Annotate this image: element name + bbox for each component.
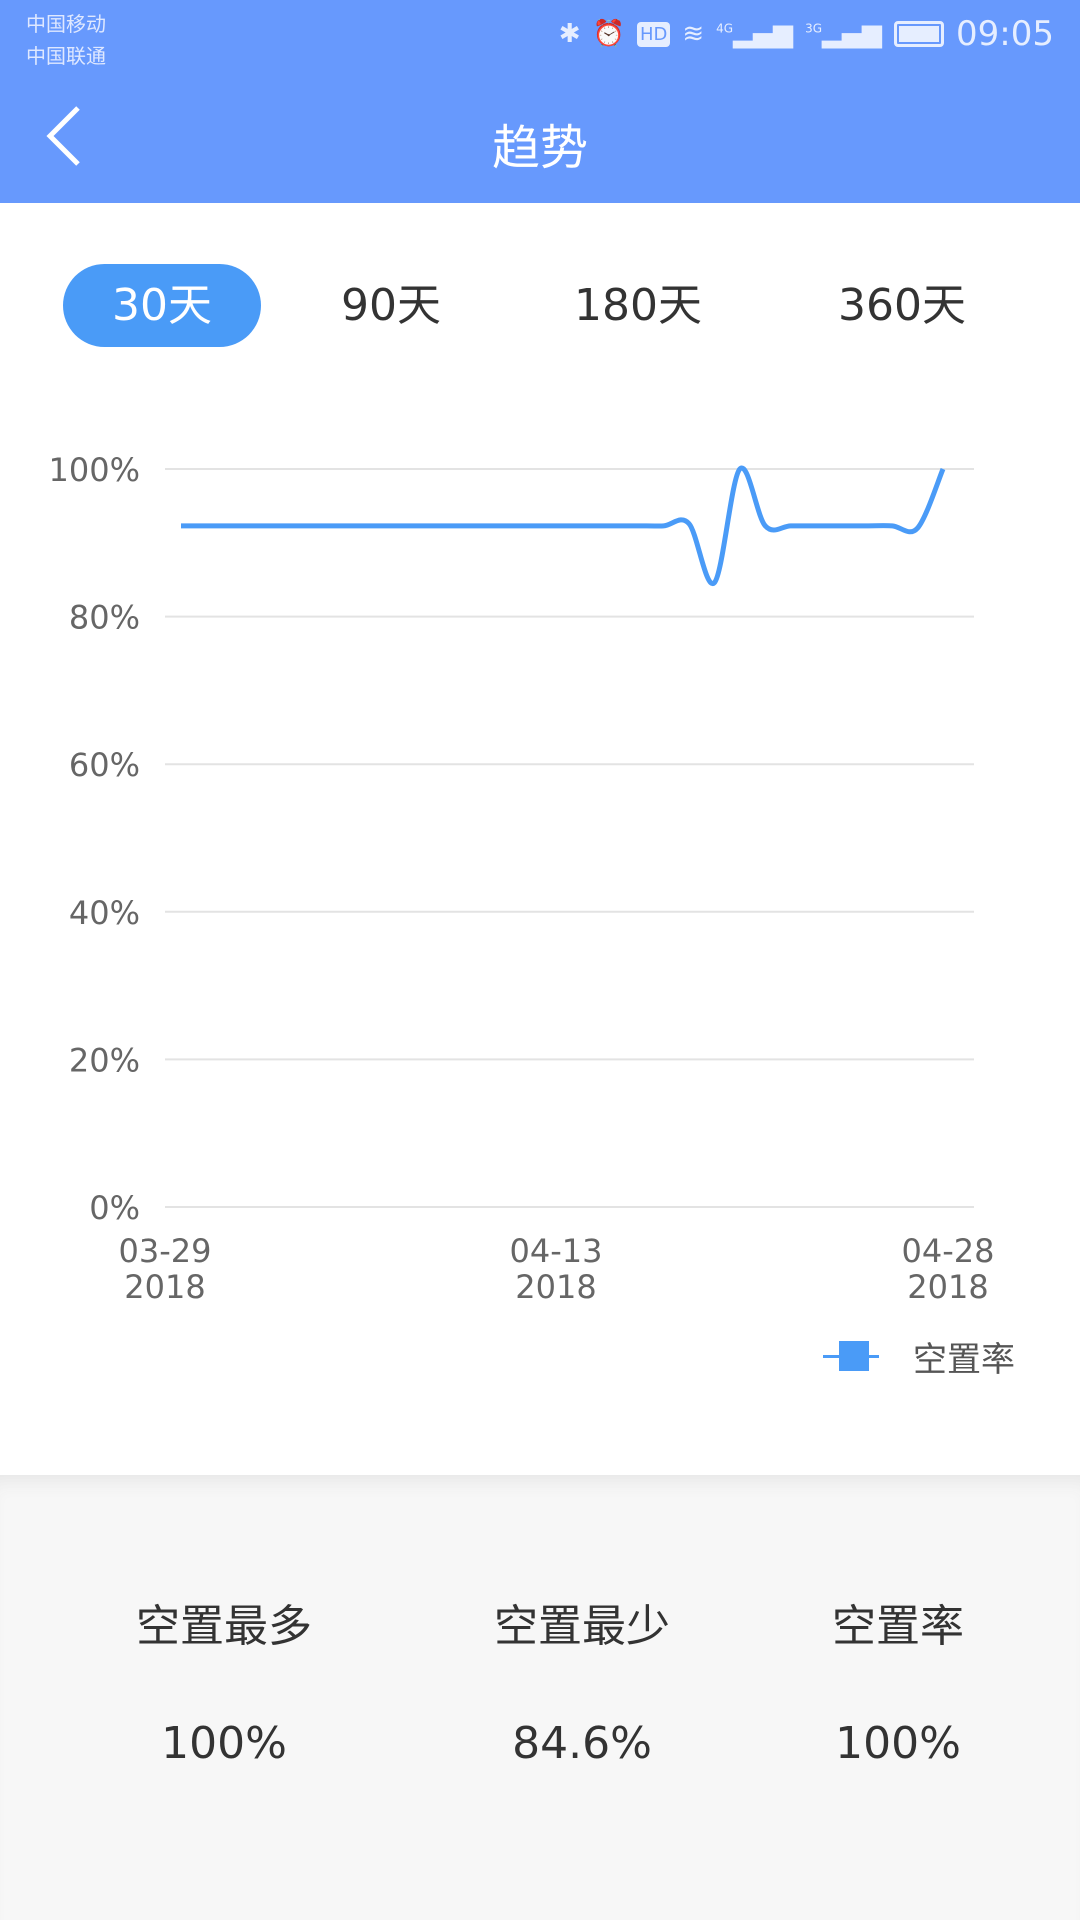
hd-icon: HD xyxy=(636,21,671,47)
x-tick-year: 2018 xyxy=(515,1268,596,1306)
y-tick-label: 80% xyxy=(69,599,140,637)
tab-30-days[interactable]: 30天 xyxy=(63,264,261,347)
tab-180-days[interactable]: 180天 xyxy=(574,280,702,331)
x-tick-date: 03-29 xyxy=(119,1232,212,1270)
signal-4g-icon: 4G▂▄▆ xyxy=(716,19,794,49)
tab-90-days[interactable]: 90天 xyxy=(341,280,441,331)
wifi-icon: ≋ xyxy=(682,19,705,49)
stat-label: 空置最多 xyxy=(136,1601,312,1652)
stat-value: 84.6% xyxy=(512,1718,652,1769)
stat-label: 空置率 xyxy=(832,1601,964,1652)
y-tick-label: 60% xyxy=(69,746,140,784)
x-tick-year: 2018 xyxy=(907,1268,988,1306)
stats-panel: 空置最多 100% 空置最少 84.6% 空置率 100% xyxy=(0,1475,1080,1920)
x-tick-year: 2018 xyxy=(124,1268,205,1306)
app-header: 中国移动 中国联通 ✱ ⏰ HD ≋ 4G▂▄▆ 3G▂▄▆ 09:05 趋势 xyxy=(0,0,1080,203)
y-tick-label: 100% xyxy=(49,451,140,489)
stat-value: 100% xyxy=(835,1718,961,1769)
x-tick-date: 04-28 xyxy=(902,1232,995,1270)
back-button[interactable] xyxy=(44,104,84,168)
legend-marker xyxy=(823,1341,879,1371)
signal-3g-icon: 3G▂▄▆ xyxy=(805,19,883,49)
bluetooth-icon: ✱ xyxy=(558,19,581,49)
y-tick-label: 40% xyxy=(69,894,140,932)
x-tick-date: 04-13 xyxy=(510,1232,603,1270)
carrier-2: 中国联通 xyxy=(26,44,106,68)
stat-value: 100% xyxy=(161,1718,287,1769)
clock: 09:05 xyxy=(956,14,1054,54)
series-line xyxy=(180,465,946,586)
battery-icon xyxy=(894,21,945,47)
legend: 空置率 xyxy=(823,1332,1015,1381)
trend-chart: 0%20%40%60%80%100%03-29201804-13201804-2… xyxy=(49,451,995,1306)
carrier-1: 中国移动 xyxy=(26,12,106,36)
status-icons: ✱ ⏰ HD ≋ 4G▂▄▆ 3G▂▄▆ 09:05 xyxy=(559,14,1054,54)
y-tick-label: 20% xyxy=(69,1041,140,1079)
y-tick-label: 0% xyxy=(89,1189,140,1227)
tab-360-days[interactable]: 360天 xyxy=(838,280,966,331)
stat-label: 空置最少 xyxy=(494,1601,670,1652)
page-title: 趋势 xyxy=(491,120,588,176)
alarm-icon: ⏰ xyxy=(592,19,625,49)
legend-label: 空置率 xyxy=(913,1340,1015,1380)
